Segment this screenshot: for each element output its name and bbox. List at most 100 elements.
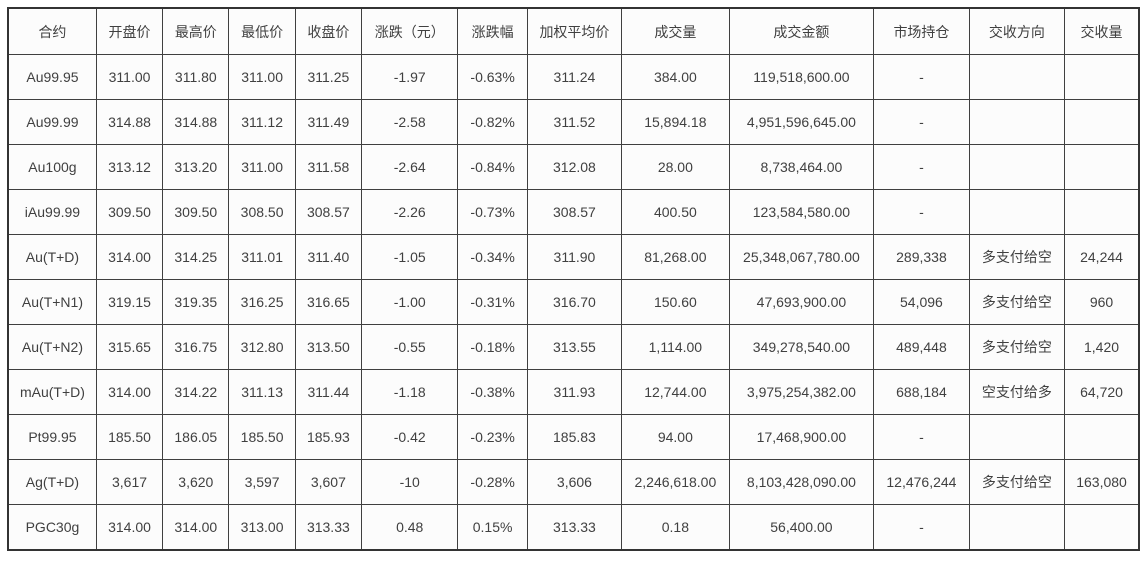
value-cell: 3,975,254,382.00	[728, 369, 875, 415]
header-cell-0: 合约	[7, 7, 97, 55]
value-cell: 多支付给空	[968, 234, 1066, 280]
value-cell: 25,348,067,780.00	[728, 234, 875, 280]
value-cell: -0.84%	[457, 144, 528, 190]
value-cell: 349,278,540.00	[728, 324, 875, 370]
value-cell: 314.00	[95, 369, 164, 415]
value-cell: -0.82%	[457, 99, 528, 145]
value-cell: 28.00	[621, 144, 730, 190]
value-cell: -	[873, 189, 970, 235]
value-cell: -	[873, 144, 970, 190]
value-cell: 8,738,464.00	[728, 144, 875, 190]
value-cell: 316.25	[228, 279, 296, 325]
value-cell: 314.00	[95, 234, 164, 280]
value-cell: 54,096	[873, 279, 970, 325]
table-row-PGC30g: PGC30g 314.00 314.00 313.00 313.33 0.48 0.15% 3…	[7, 504, 1140, 551]
value-cell: 313.20	[162, 144, 230, 190]
value-cell: 489,448	[873, 324, 970, 370]
value-cell: 311.52	[526, 99, 623, 145]
value-cell: -10	[361, 459, 459, 505]
table-row-mAu(T+D): mAu(T+D) 314.00 314.22 311.13 311.44 -1.18 -0.…	[7, 369, 1140, 415]
value-cell: 313.00	[228, 504, 296, 551]
value-cell: 多支付给空	[968, 324, 1066, 370]
value-cell: 0.15%	[457, 504, 528, 551]
value-cell: 多支付给空	[968, 279, 1066, 325]
value-cell: 3,606	[526, 459, 623, 505]
value-cell: 8,103,428,090.00	[728, 459, 875, 505]
value-cell: 316.75	[162, 324, 230, 370]
table-row-Au(T+N1): Au(T+N1) 319.15 319.35 316.25 316.65 -1.00 -0.…	[7, 279, 1140, 325]
value-cell: 960	[1064, 279, 1140, 325]
value-cell	[968, 99, 1066, 145]
value-cell: 150.60	[621, 279, 730, 325]
value-cell: 12,476,244	[873, 459, 970, 505]
value-cell: 24,244	[1064, 234, 1140, 280]
value-cell	[968, 504, 1066, 551]
value-cell: -1.00	[361, 279, 459, 325]
contract-name-cell: iAu99.99	[7, 189, 97, 235]
value-cell: -2.26	[361, 189, 459, 235]
value-cell: 15,894.18	[621, 99, 730, 145]
value-cell: 123,584,580.00	[728, 189, 875, 235]
value-cell: 186.05	[162, 414, 230, 460]
value-cell: -0.23%	[457, 414, 528, 460]
value-cell: 311.00	[228, 54, 296, 100]
value-cell: 314.22	[162, 369, 230, 415]
value-cell: -2.58	[361, 99, 459, 145]
value-cell: 12,744.00	[621, 369, 730, 415]
value-cell: -	[873, 504, 970, 551]
value-cell: 319.35	[162, 279, 230, 325]
value-cell: -0.63%	[457, 54, 528, 100]
value-cell: 94.00	[621, 414, 730, 460]
value-cell: -0.38%	[457, 369, 528, 415]
value-cell	[968, 144, 1066, 190]
value-cell: 1,114.00	[621, 324, 730, 370]
value-cell: -0.31%	[457, 279, 528, 325]
table-row-Pt99.95: Pt99.95 185.50 186.05 185.50 185.93 -0.42 -0.2…	[7, 414, 1140, 460]
value-cell: 185.83	[526, 414, 623, 460]
header-cell-12: 交收量	[1064, 7, 1140, 55]
value-cell: 313.50	[294, 324, 363, 370]
value-cell: 289,338	[873, 234, 970, 280]
value-cell: 400.50	[621, 189, 730, 235]
value-cell: 311.44	[294, 369, 363, 415]
value-cell: 313.33	[526, 504, 623, 551]
header-cell-11: 交收方向	[968, 7, 1066, 55]
value-cell: 119,518,600.00	[728, 54, 875, 100]
table-row-Au(T+D): Au(T+D) 314.00 314.25 311.01 311.40 -1.05 -0.3…	[7, 234, 1140, 280]
value-cell: 314.00	[95, 504, 164, 551]
table-row-iAu99.99: iAu99.99 309.50 309.50 308.50 308.57 -2.26 -0.…	[7, 189, 1140, 235]
value-cell: -1.18	[361, 369, 459, 415]
value-cell: 319.15	[95, 279, 164, 325]
value-cell: -0.18%	[457, 324, 528, 370]
table-row-Au99.99: Au99.99 314.88 314.88 311.12 311.49 -2.58 -0.8…	[7, 99, 1140, 145]
value-cell: -2.64	[361, 144, 459, 190]
value-cell: -0.55	[361, 324, 459, 370]
value-cell: 17,468,900.00	[728, 414, 875, 460]
value-cell: 313.12	[95, 144, 164, 190]
value-cell: 313.33	[294, 504, 363, 551]
contract-name-cell: PGC30g	[7, 504, 97, 551]
market-data-table: 合约 开盘价 最高价 最低价 收盘价 涨跌（元） 涨跌幅 加权平均价 成交量 成交金额 市场持仓 交收…	[7, 7, 1140, 551]
value-cell	[1064, 144, 1140, 190]
contract-name-cell: Ag(T+D)	[7, 459, 97, 505]
table-body: Au99.95 311.00 311.80 311.00 311.25 -1.97 -0.6…	[7, 54, 1140, 551]
value-cell: -0.42	[361, 414, 459, 460]
value-cell: 308.50	[228, 189, 296, 235]
value-cell: -1.05	[361, 234, 459, 280]
value-cell: 185.50	[95, 414, 164, 460]
value-cell: 314.88	[95, 99, 164, 145]
value-cell: 163,080	[1064, 459, 1140, 505]
contract-name-cell: Au99.99	[7, 99, 97, 145]
value-cell: 3,620	[162, 459, 230, 505]
value-cell: 3,617	[95, 459, 164, 505]
value-cell: 311.49	[294, 99, 363, 145]
table-header: 合约 开盘价 最高价 最低价 收盘价 涨跌（元） 涨跌幅 加权平均价 成交量 成交金额 市场持仓 交收…	[7, 7, 1140, 55]
value-cell: 308.57	[526, 189, 623, 235]
contract-name-cell: Au(T+D)	[7, 234, 97, 280]
value-cell: 多支付给空	[968, 459, 1066, 505]
contract-name-cell: mAu(T+D)	[7, 369, 97, 415]
value-cell: 0.18	[621, 504, 730, 551]
value-cell	[1064, 99, 1140, 145]
value-cell	[968, 189, 1066, 235]
value-cell: 311.25	[294, 54, 363, 100]
